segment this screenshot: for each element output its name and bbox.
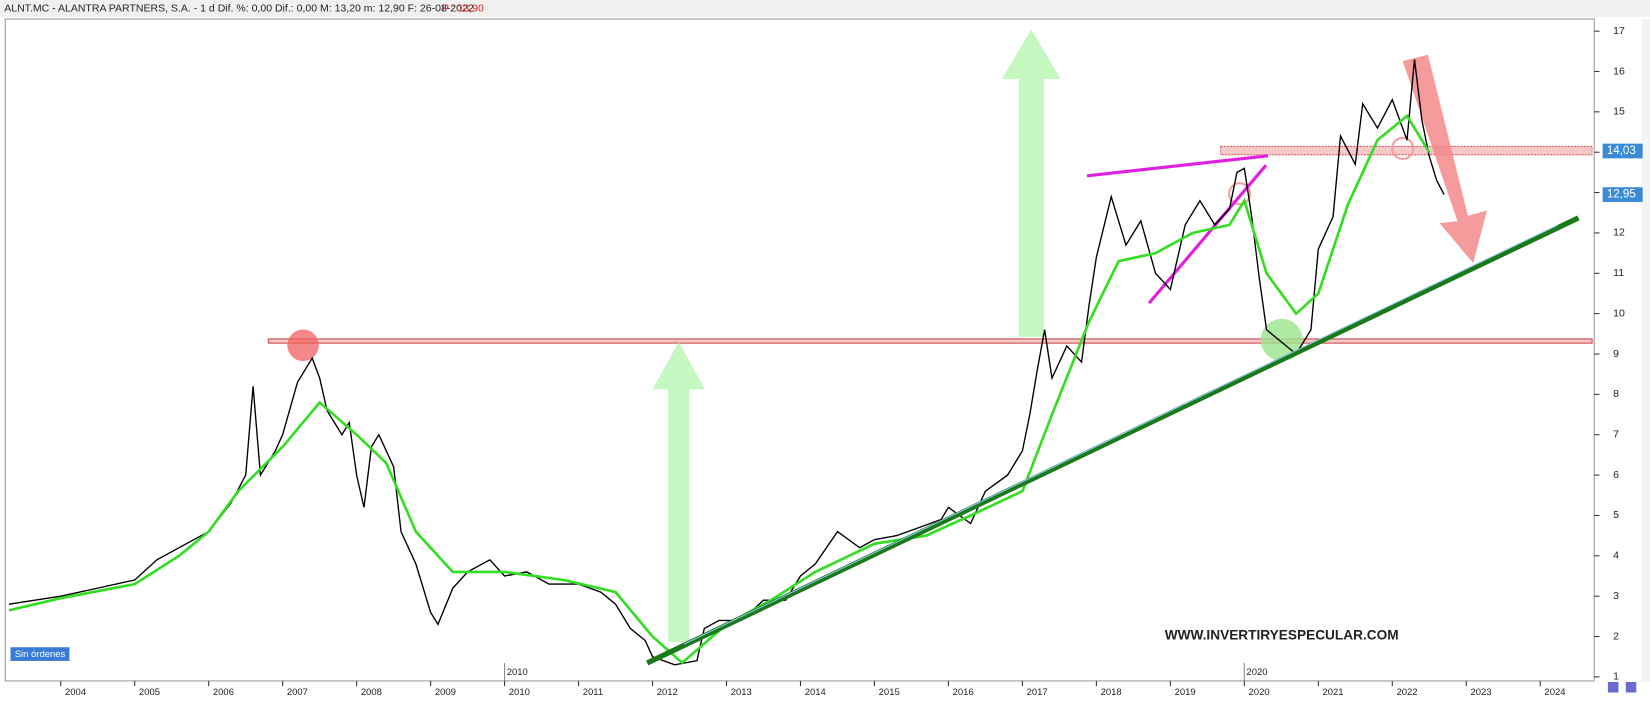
plot-frame [4,18,1595,682]
y-tick-label: 6 [1613,469,1619,481]
y-tick-label: 12 [1613,227,1625,239]
watermark: WWW.INVERTIRYESPECULAR.COM [1165,627,1399,642]
x-tick-label: 2018 [1101,687,1122,698]
y-tick-label: 5 [1613,509,1619,521]
top-circle [287,329,319,362]
x-tick-label: 2010 [509,687,530,698]
y-tick-label: 2 [1613,630,1619,642]
y-tick-label: 9 [1613,348,1619,360]
status: Sin órdenes [15,649,66,660]
period-label: 2020 [1246,667,1267,678]
x-tick-label: 2006 [213,687,234,698]
x-tick-label: 2019 [1175,687,1196,698]
down-arrow [1402,54,1487,264]
x-tick-label: 2014 [805,687,826,698]
y-tick-label: 4 [1613,550,1619,562]
x-tick-label: 2004 [65,687,86,698]
icon[interactable] [1607,681,1619,693]
resistance-band [1220,145,1593,156]
y-tick-label: 16 [1613,65,1625,77]
y-tick-label: 8 [1613,388,1619,400]
x-tick-label: 2016 [953,687,974,698]
circle [1391,136,1415,161]
x-tick-label: 2017 [1027,687,1048,698]
y-tick-label: 17 [1613,25,1625,37]
trend-line [1086,154,1269,178]
up-arrow [1001,29,1061,337]
support-line [683,224,1558,645]
x-tick-label: 2023 [1470,687,1491,698]
x-tick-label: 2012 [657,687,678,698]
price-tag [1602,187,1643,202]
x-tick-label: 2011 [583,687,603,698]
circle [1228,182,1252,206]
x-tick-label: 2009 [435,687,456,698]
x-tick-label: 2020 [1249,687,1270,698]
series-line [8,113,1431,665]
price-tag-label: 12,95 [1607,189,1636,201]
series-line [8,59,1445,666]
y-tick-label: 15 [1613,106,1625,118]
y-tick-label: 1 [1613,671,1619,683]
x-tick-label: 2007 [287,687,308,698]
trend-line [1147,164,1268,305]
y-tick-label: 11 [1613,267,1624,279]
price-tag [1602,143,1643,159]
support-line [646,215,1580,666]
up-arrow [652,342,706,642]
x-tick-label: 2015 [879,687,900,698]
price-tag-label: 14,03 [1607,145,1636,157]
y-tick-label: 10 [1613,307,1625,319]
x-tick-label: 2005 [139,687,160,698]
header-bar [0,0,1650,17]
y-tick-label: 7 [1613,429,1619,441]
period-label: 2010 [507,667,528,678]
x-tick-label: 2008 [361,687,382,698]
status-box [10,647,70,661]
x-tick-label: 2021 [1323,687,1344,698]
icon[interactable] [1625,681,1637,693]
x-tick-label: 2022 [1396,687,1417,698]
last-price: P : 13,90 [442,2,484,14]
side-panel [1641,19,1650,682]
x-tick-label: 2013 [731,687,752,698]
chart-title: ALNT.MC - ALANTRA PARTNERS, S.A. - 1 d D… [4,2,474,14]
resistance-band [267,338,1593,344]
x-tick-label: 2024 [1544,687,1565,698]
y-tick-label: 3 [1613,590,1619,602]
